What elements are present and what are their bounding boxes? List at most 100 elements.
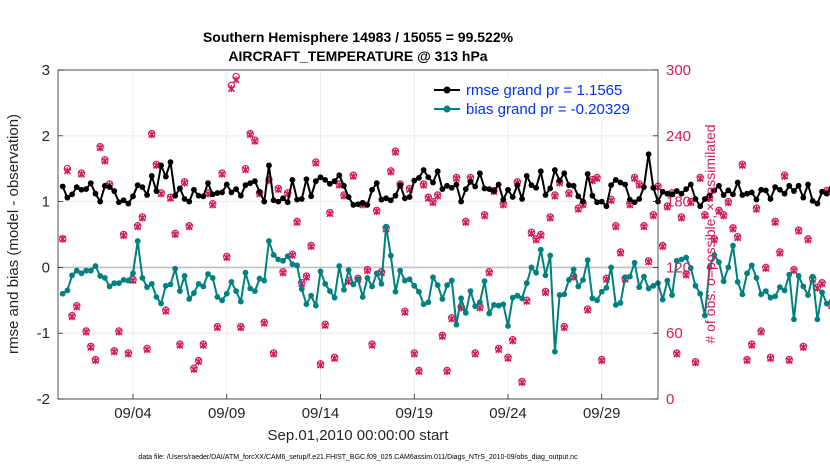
rmse-point — [776, 186, 783, 193]
rmse-point — [139, 184, 146, 191]
rmse-point — [383, 195, 390, 202]
bias-point — [561, 291, 568, 298]
bias-point — [416, 288, 422, 295]
bias-point — [392, 288, 399, 295]
bias-point — [683, 254, 690, 261]
obs-assimilated-marker — [546, 214, 554, 222]
bias-point — [514, 292, 521, 299]
obs-assimilated-marker — [368, 341, 376, 349]
bias-point — [350, 281, 357, 288]
rmse-point — [566, 182, 572, 189]
bias-point — [444, 282, 450, 289]
obs-assimilated-marker — [673, 350, 681, 358]
rmse-point — [83, 186, 90, 192]
y-tick-label: 1 — [42, 194, 50, 211]
rmse-point — [308, 193, 315, 200]
bias-point — [481, 278, 488, 285]
bias-point — [664, 277, 671, 284]
bias-point — [266, 238, 272, 244]
bias-point — [181, 273, 188, 279]
bias-point — [566, 277, 572, 283]
rmse-point — [570, 182, 577, 189]
rmse-point — [730, 191, 736, 198]
bias-point — [612, 302, 619, 308]
rmse-point — [509, 194, 516, 200]
bias-point — [92, 263, 99, 269]
rmse-point — [636, 196, 643, 202]
rmse-point — [228, 189, 235, 196]
obs-assimilated-marker — [790, 267, 798, 275]
rmse-point — [172, 192, 179, 199]
bias-point — [598, 288, 605, 295]
obs-assimilated-marker — [420, 181, 428, 189]
bias-point — [209, 275, 216, 281]
bias-point — [476, 299, 483, 306]
rmse-point — [556, 177, 563, 184]
rmse-point — [547, 185, 554, 192]
bias-point — [219, 297, 225, 304]
bias-point — [242, 269, 249, 276]
rmse-point — [594, 199, 600, 206]
bias-point — [153, 294, 160, 300]
obs-assimilated-marker — [659, 242, 667, 251]
obs-assimilated-marker — [124, 350, 132, 358]
rmse-point — [158, 162, 165, 169]
obs-assimilated-marker — [349, 172, 357, 180]
right-axis: 0 60 120 180 240 300 — [653, 62, 691, 408]
bias-point — [594, 297, 600, 304]
obs-assimilated-marker — [687, 199, 695, 207]
bias-point — [791, 316, 797, 323]
bias-point — [237, 298, 244, 305]
bias-point — [462, 309, 469, 316]
obs-assimilated-marker — [279, 269, 287, 277]
rmse-point — [739, 192, 746, 198]
bias-point — [69, 272, 75, 279]
rmse-point — [631, 199, 638, 206]
obs-assimilated-marker — [209, 201, 217, 209]
rmse-point — [537, 168, 544, 175]
bias-point — [537, 246, 544, 253]
obs-assimilated-marker — [551, 192, 559, 200]
plot-frame — [57, 69, 659, 400]
bias-point — [697, 290, 704, 297]
obs-assimilated-marker — [302, 273, 311, 281]
obs-assimilated-marker — [373, 207, 381, 216]
rmse-point — [326, 180, 333, 187]
rmse-point — [781, 190, 788, 197]
bias-point — [448, 277, 455, 284]
rmse-point — [701, 196, 708, 202]
bias-point — [580, 277, 586, 283]
bias-point — [453, 321, 460, 328]
bias-point — [308, 292, 315, 299]
bias-point — [373, 270, 380, 277]
obs-assimilated-marker — [757, 328, 765, 336]
rmse-point — [430, 179, 436, 186]
rmse-point — [425, 174, 432, 181]
rmse-point — [533, 184, 540, 191]
rmse-point — [130, 193, 136, 200]
bias-point — [378, 280, 385, 287]
obs-assimilated-marker — [752, 205, 761, 213]
y-right-tick-label: 120 — [666, 259, 691, 276]
bias-point — [617, 300, 624, 306]
obs-assimilated-marker — [152, 161, 161, 170]
bias-point — [762, 288, 769, 294]
rmse-point — [744, 190, 750, 197]
rmse-point — [476, 170, 483, 177]
bias-point — [636, 284, 643, 291]
rmse-point — [500, 196, 507, 203]
bias-point — [528, 264, 535, 271]
rmse-point — [106, 184, 113, 191]
bias-point — [669, 292, 675, 298]
rmse-point — [575, 193, 582, 200]
obs-assimilated-marker — [227, 85, 236, 93]
chart-title-line2: AIRCRAFT_TEMPERATURE @ 313 hPa — [228, 48, 487, 64]
y-right-tick-label: 300 — [666, 62, 691, 79]
bias-point — [706, 264, 713, 271]
bias-point — [772, 293, 779, 300]
bias-point — [294, 262, 300, 269]
obs-assimilated-marker — [593, 174, 601, 183]
rmse-point — [786, 182, 793, 189]
rmse-point — [387, 197, 394, 204]
obs-assimilated-marker — [138, 214, 146, 222]
